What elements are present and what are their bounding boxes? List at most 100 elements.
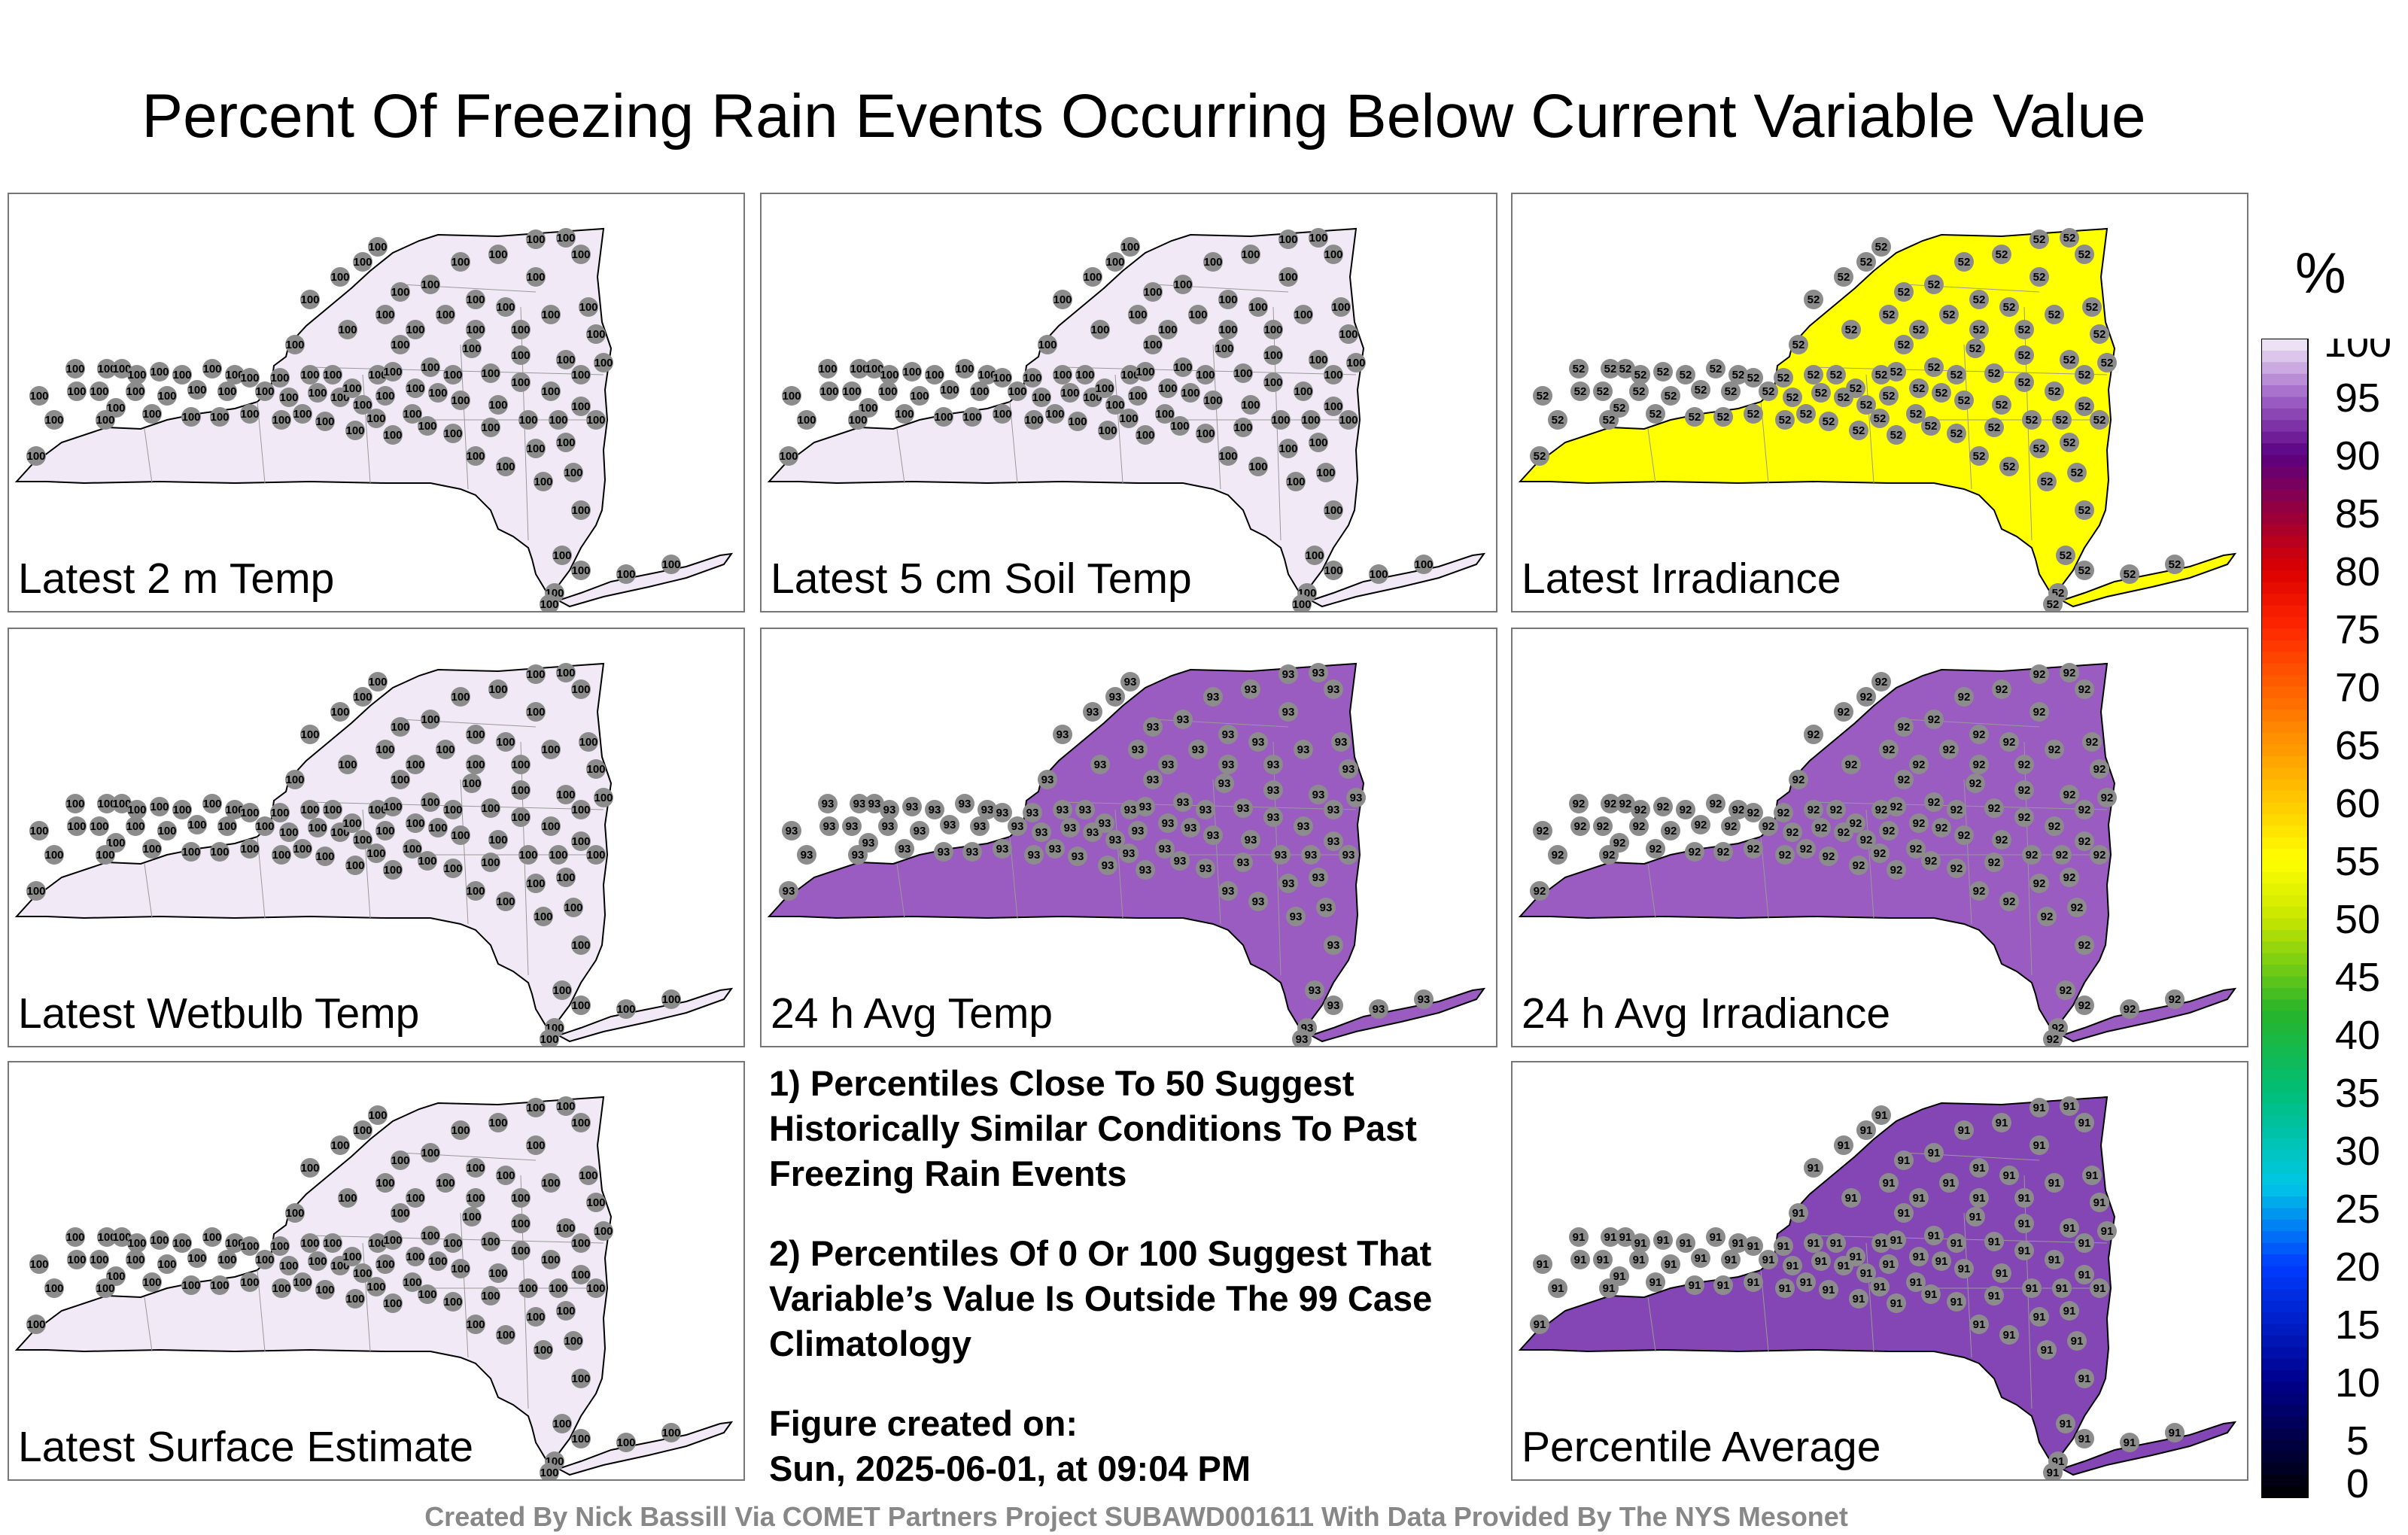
svg-text:93: 93	[1312, 667, 1325, 679]
svg-text:92: 92	[1573, 798, 1586, 810]
station-marker: 91	[1533, 1254, 1552, 1274]
svg-text:100: 100	[391, 339, 409, 351]
station-marker: 52	[1569, 359, 1589, 378]
svg-text:100: 100	[1053, 369, 1072, 381]
svg-text:52: 52	[1808, 369, 1820, 381]
station-marker: 100	[1196, 424, 1215, 443]
svg-text:91: 91	[1792, 1207, 1805, 1220]
svg-text:100: 100	[1060, 387, 1079, 400]
svg-text:100: 100	[526, 1102, 545, 1114]
colorbar-segment	[2261, 1045, 2308, 1058]
svg-text:52: 52	[1633, 385, 1646, 398]
station-marker: 100	[481, 363, 500, 383]
svg-text:100: 100	[353, 1267, 372, 1280]
station-marker: 52	[2075, 397, 2094, 416]
station-marker: 100	[272, 1278, 291, 1298]
svg-text:92: 92	[1633, 820, 1646, 833]
station-marker: 100	[526, 1098, 546, 1117]
svg-text:91: 91	[1958, 1263, 1971, 1275]
county-line	[1647, 863, 1656, 919]
svg-text:100: 100	[126, 1254, 144, 1266]
svg-text:52: 52	[1943, 309, 1956, 321]
svg-text:52: 52	[1988, 367, 2001, 380]
station-marker: 91	[1954, 1259, 1974, 1278]
station-marker: 100	[44, 410, 64, 430]
svg-text:100: 100	[481, 1236, 500, 1248]
svg-text:100: 100	[272, 849, 290, 862]
station-marker: 100	[977, 365, 997, 385]
svg-text:100: 100	[571, 804, 590, 816]
station-marker: 100	[421, 1226, 440, 1245]
colorbar-unit: %	[2295, 242, 2346, 305]
svg-text:52: 52	[1853, 424, 1865, 437]
colorbar-segment	[2261, 1393, 2308, 1406]
station-marker: 100	[540, 1463, 559, 1479]
station-marker: 93	[910, 821, 929, 840]
svg-text:100: 100	[540, 1467, 558, 1479]
svg-text:92: 92	[2063, 871, 2076, 884]
svg-text:100: 100	[345, 859, 364, 872]
station-marker: 91	[1601, 1227, 1620, 1247]
svg-text:100: 100	[112, 1231, 131, 1244]
svg-text:92: 92	[2093, 849, 2106, 862]
svg-text:100: 100	[157, 390, 176, 403]
station-marker: 93	[1241, 679, 1260, 699]
colorbar-segment	[2261, 744, 2308, 756]
svg-text:93: 93	[1207, 829, 1220, 842]
station-marker: 92	[2090, 759, 2109, 779]
station-marker: 52	[1789, 335, 1808, 354]
station-marker: 93	[1008, 816, 1027, 836]
svg-text:100: 100	[511, 324, 530, 336]
svg-text:92: 92	[1657, 801, 1670, 813]
station-marker: 93	[940, 815, 959, 834]
station-marker: 100	[368, 237, 388, 257]
svg-text:100: 100	[187, 819, 206, 831]
station-marker: 100	[451, 1259, 470, 1278]
station-marker: 52	[2075, 245, 2094, 264]
svg-text:52: 52	[1950, 427, 1963, 440]
station-marker: 92	[1856, 687, 1876, 707]
station-marker: 93	[1339, 845, 1358, 865]
map-panel-3: 52 52 52 52 52 52 52 52 52 52 52 52 52 52 52 52 52 52 52 52…	[1511, 193, 2248, 612]
station-marker: 100	[518, 1278, 538, 1298]
station-marker: 52	[2043, 594, 2063, 611]
svg-text:100: 100	[285, 774, 304, 786]
svg-text:92: 92	[1845, 758, 1858, 771]
svg-text:91: 91	[1710, 1231, 1722, 1244]
station-marker: 100	[556, 1096, 576, 1116]
station-marker: 91	[1870, 1277, 1890, 1296]
station-marker: 91	[1629, 1250, 1649, 1269]
station-marker: 91	[1775, 1278, 1795, 1298]
station-marker: 100	[366, 409, 386, 428]
svg-text:52: 52	[2078, 400, 2091, 413]
station-marker: 100	[552, 980, 572, 1000]
svg-text:91: 91	[1913, 1251, 1926, 1263]
station-marker: 52	[1599, 410, 1619, 430]
station-marker: 100	[526, 1307, 546, 1327]
svg-text:92: 92	[1689, 846, 1701, 859]
station-marker: 91	[1969, 1188, 1989, 1208]
station-marker: 100	[391, 335, 410, 354]
station-marker: 91	[1909, 1188, 1929, 1208]
station-marker: 100	[1278, 267, 1298, 287]
station-marker: 93	[1263, 807, 1283, 827]
svg-text:91: 91	[1996, 1267, 2008, 1280]
station-marker: 92	[1879, 821, 1899, 840]
svg-text:92: 92	[1988, 802, 2001, 815]
station-marker: 91	[1992, 1113, 2011, 1132]
station-marker: 91	[1811, 1251, 1831, 1271]
svg-text:100: 100	[300, 1237, 319, 1250]
station-marker: 92	[2014, 755, 2034, 774]
svg-text:92: 92	[2033, 668, 2046, 681]
svg-text:92: 92	[2026, 849, 2039, 862]
station-marker: 91	[2075, 1113, 2094, 1132]
station-marker: 92	[1969, 755, 1989, 774]
station-marker: 100	[225, 365, 245, 385]
svg-text:100: 100	[481, 802, 500, 815]
station-marker: 100	[1181, 383, 1200, 403]
svg-text:100: 100	[300, 728, 319, 741]
svg-text:100: 100	[496, 1169, 515, 1182]
station-marker: 52	[2090, 324, 2109, 344]
station-marker: 100	[970, 381, 990, 401]
svg-text:92: 92	[1950, 804, 1963, 816]
